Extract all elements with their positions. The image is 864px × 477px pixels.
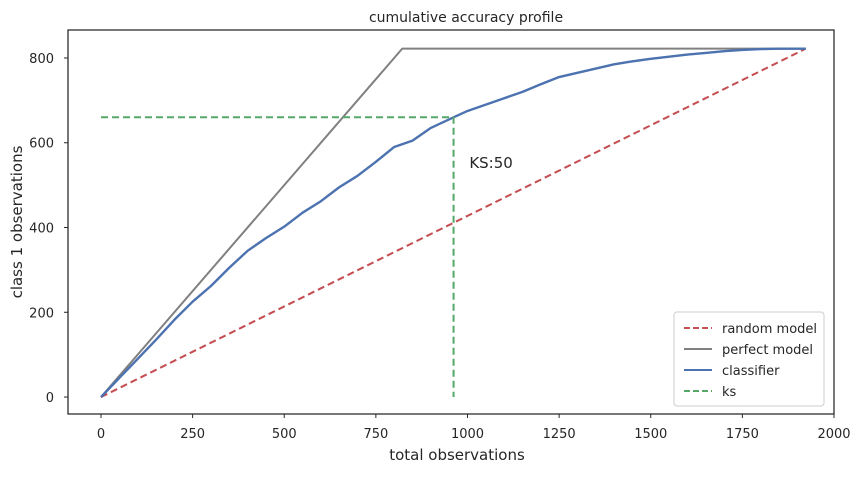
x-tick-label: 500	[272, 427, 297, 442]
x-tick-label: 2000	[817, 427, 850, 442]
legend-label: random model	[722, 322, 817, 337]
y-tick-label: 600	[29, 137, 54, 152]
series-line-perfect-model	[100, 47, 806, 398]
legend-label: classifier	[722, 364, 780, 379]
y-tick-label: 800	[29, 52, 54, 67]
series-line-random-model	[100, 47, 807, 398]
series-layer	[100, 47, 807, 398]
axes-frame	[67, 29, 835, 415]
x-tick-label: 1250	[543, 427, 576, 442]
plot-frame	[67, 29, 835, 415]
series-line-ks	[100, 116, 455, 398]
x-tick-label: 750	[363, 427, 388, 442]
chart-title: cumulative accuracy profile	[369, 10, 563, 26]
y-tick-label: 200	[29, 306, 54, 321]
y-tick-label: 400	[29, 222, 54, 237]
x-tick-label: 1000	[451, 427, 484, 442]
x-tick-label: 1750	[726, 427, 759, 442]
x-tick-label: 0	[97, 427, 105, 442]
legend-label: perfect model	[722, 343, 813, 358]
x-tick-label: 1500	[634, 427, 667, 442]
y-axis-label: class 1 observations	[8, 145, 26, 298]
legend: random model perfect model classifier ks	[673, 311, 825, 407]
x-axis-label: total observations	[389, 446, 525, 464]
legend-label: ks	[722, 385, 737, 400]
ticks-layer: 0 250 500 750 1000 1250 1500 1750 2000 0 200 400 600…	[29, 52, 850, 442]
ks-annotation: KS:50	[469, 154, 512, 172]
x-tick-label: 250	[180, 427, 205, 442]
legend-box	[673, 311, 825, 407]
y-tick-label: 0	[46, 391, 54, 406]
